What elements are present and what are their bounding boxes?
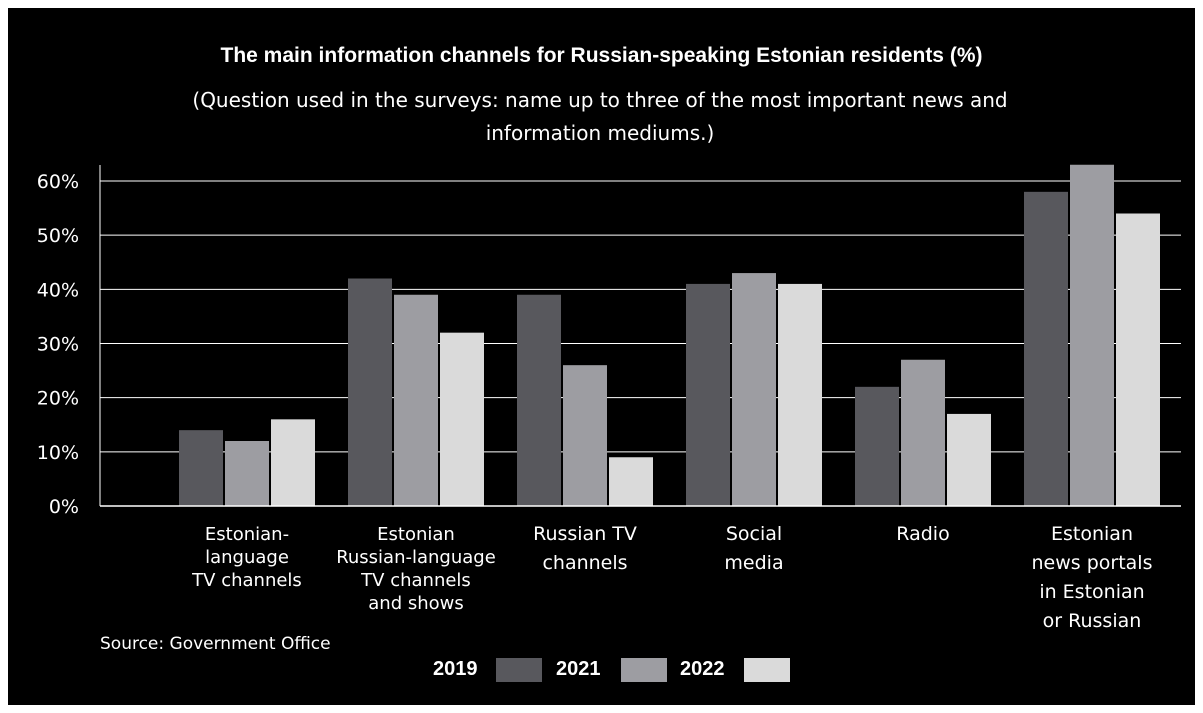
bar-2021: [394, 294, 438, 506]
bar-2019: [517, 294, 561, 506]
x-tick-label: Social media: [724, 523, 783, 574]
x-tick-label: Estonian-language TV channels: [191, 524, 302, 591]
y-tick-label: 20%: [37, 388, 79, 410]
y-tick-label: 0%: [49, 496, 79, 518]
chart-subtitle: (Question used in the surveys: name up t…: [192, 88, 1008, 145]
legend-swatch-2019: [496, 658, 542, 682]
bar-2021: [1070, 164, 1114, 506]
bar-2021: [563, 365, 607, 506]
bar-2022: [778, 283, 822, 506]
legend-swatch-2021: [621, 658, 667, 682]
y-tick-label: 10%: [37, 442, 79, 464]
bar-2022: [271, 419, 315, 506]
bar-2019: [855, 386, 899, 506]
bar-2022: [609, 457, 653, 506]
bar-2022: [440, 332, 484, 506]
x-tick-label: Russian TV channels: [533, 523, 637, 574]
legend-label-2021: 2021: [556, 658, 601, 680]
legend-label-2019: 2019: [433, 658, 478, 680]
x-tick-label: Radio: [896, 523, 949, 545]
y-tick-label: 50%: [37, 225, 79, 247]
x-tick-label: Estonian Russian-language TV channels and s…: [336, 524, 496, 614]
bar-2022: [947, 413, 991, 506]
legend-swatch-2022: [744, 658, 790, 682]
source-note: Source: Government Office: [100, 634, 331, 654]
legend-label-2022: 2022: [680, 658, 725, 680]
chart-title: The main information channels for Russia…: [220, 44, 983, 67]
bar-2021: [732, 273, 776, 506]
bar-2019: [1024, 191, 1068, 507]
bar-2021: [225, 441, 269, 506]
bar-2019: [686, 283, 730, 506]
bar-2019: [348, 278, 392, 506]
legend: 2019 2021 2022: [0, 655, 1203, 685]
x-tick-label: Estonian news portals in Estonian or Russia…: [1032, 523, 1153, 632]
bar-2019: [179, 430, 223, 506]
bar-2022: [1116, 213, 1160, 506]
y-tick-label: 30%: [37, 334, 79, 356]
chart-background: [8, 8, 1195, 705]
y-tick-label: 60%: [37, 171, 79, 193]
y-tick-label: 40%: [37, 279, 79, 301]
bar-2021: [901, 359, 945, 506]
